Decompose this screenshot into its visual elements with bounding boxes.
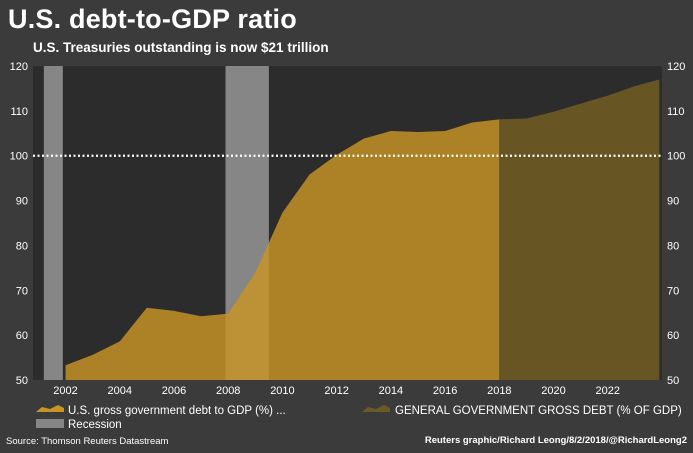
recession-bar-1	[43, 66, 63, 380]
chart-title: U.S. debt-to-GDP ratio	[8, 4, 297, 34]
legend-swatch-recession	[36, 419, 64, 428]
credit-note: Reuters graphic/Richard Leong/8/2/2018/@…	[424, 435, 687, 446]
y-axis-right: 50 60 70 80 90 100 110 120	[667, 61, 685, 387]
y-tick-right-50: 50	[667, 375, 679, 387]
y-axis-left: 50 60 70 80 90 100 110 120	[10, 61, 28, 387]
source-note: Source: Thomson Reuters Datastream	[6, 436, 169, 447]
y-tick-left-60: 60	[16, 330, 28, 342]
x-tick-2006: 2006	[162, 385, 186, 397]
x-tick-2012: 2012	[324, 385, 348, 397]
plot-area	[33, 66, 662, 380]
area-series-2	[499, 79, 660, 380]
legend-label-recession: Recession	[68, 419, 122, 431]
x-tick-2008: 2008	[216, 385, 240, 397]
x-tick-2014: 2014	[379, 385, 403, 397]
y-tick-left-90: 90	[16, 196, 28, 208]
legend-swatch-general-government	[362, 405, 390, 412]
x-tick-2020: 2020	[541, 385, 565, 397]
y-tick-left-120: 120	[10, 61, 28, 73]
y-tick-left-110: 110	[10, 106, 28, 118]
y-tick-right-120: 120	[667, 61, 685, 73]
y-tick-right-80: 80	[667, 240, 679, 252]
y-tick-right-90: 90	[667, 196, 679, 208]
legend-label-general-government: GENERAL GOVERNMENT GROSS DEBT (% OF GDP)	[395, 405, 682, 417]
y-tick-right-110: 110	[667, 106, 685, 118]
y-tick-left-70: 70	[16, 285, 28, 297]
x-tick-2002: 2002	[53, 385, 77, 397]
legend: U.S. gross government debt to GDP (%) ..…	[36, 405, 682, 431]
chart-subtitle: U.S. Treasuries outstanding is now $21 t…	[33, 40, 329, 55]
x-tick-2018: 2018	[487, 385, 511, 397]
x-tick-2010: 2010	[270, 385, 294, 397]
legend-label-gross-debt: U.S. gross government debt to GDP (%) ..…	[68, 405, 286, 417]
y-tick-right-70: 70	[667, 285, 679, 297]
y-tick-left-50: 50	[16, 375, 28, 387]
y-tick-left-100: 100	[10, 151, 28, 163]
legend-swatch-gross-debt	[36, 405, 64, 412]
y-tick-right-60: 60	[667, 330, 679, 342]
x-tick-2022: 2022	[596, 385, 620, 397]
y-tick-left-80: 80	[16, 240, 28, 252]
x-tick-2016: 2016	[433, 385, 457, 397]
y-tick-right-100: 100	[667, 151, 685, 163]
x-tick-2004: 2004	[108, 385, 132, 397]
area-series-1	[65, 119, 500, 380]
x-axis: 2002 2004 2006 2008 2010 2012 2014 2016 2018 2020…	[53, 385, 620, 397]
